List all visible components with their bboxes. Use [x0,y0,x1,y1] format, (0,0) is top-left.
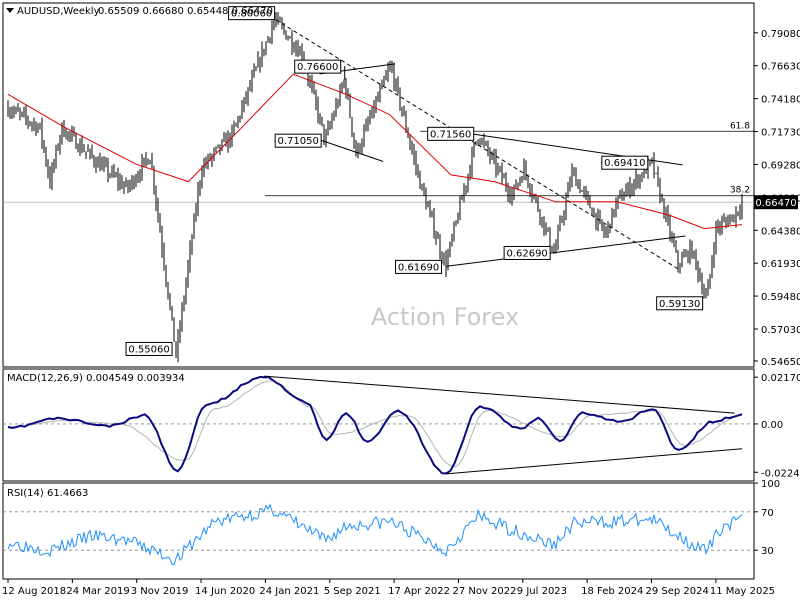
price-label: 0.61690 [398,262,439,273]
x-tick-label: 14 Jun 2020 [195,586,255,597]
price-tick-label: 0.59480 [761,292,800,303]
x-tick-label: 3 Nov 2019 [131,586,189,597]
price-label: 0.71050 [277,136,318,147]
price-label-box [656,296,704,311]
fib-level-label: 38.2 [730,186,750,196]
x-tick-label: 9 Jul 2023 [517,586,567,597]
x-tick-label: 24 Mar 2019 [66,586,129,597]
macd-panel-frame [2,368,755,482]
x-tick-label: 29 Sep 2024 [646,586,709,597]
price-tick-label: 0.54650 [761,357,800,368]
price-tick-label: 0.71730 [761,128,800,139]
candles-group [7,11,743,363]
rsi-line [7,503,743,566]
current-price-label: 0.66470 [755,198,796,209]
triangle-upper-line [472,133,683,166]
price-label: 0.62690 [506,248,547,259]
chart-ohlc: 0.65509 0.66680 0.65448 0.66470 [98,6,273,17]
price-label-box [503,245,551,260]
price-tick-label: 0.76630 [761,62,800,73]
macd-tick-label: -0.022445 [761,468,800,479]
price-label: 0.76600 [297,62,338,73]
moving-average-line [7,73,743,230]
price-label: 0.80060 [231,9,272,20]
current-price-tag [754,195,798,210]
dropdown-triangle-icon [6,8,14,13]
price-tick-label: 0.57030 [761,325,800,336]
price-tick-label: 0.79080 [761,29,800,40]
price-label-box [601,155,649,170]
price-label-box [294,59,342,74]
price-tick-label: 0.69280 [761,160,800,171]
watermark: Action Forex [371,303,519,331]
x-tick-label: 18 Feb 2024 [581,586,643,597]
rsi-tick-label: 30 [761,546,774,557]
macd-upper-trendline [264,375,735,414]
x-tick-label: 27 Nov 2022 [452,586,516,597]
chart-symbol: AUDUSD,Weekly [17,6,100,17]
rsi-tick-label: 100 [761,479,780,490]
price-tick-label: 0.64380 [761,226,800,237]
macd-title: MACD(12,26,9) 0.004549 0.003934 [7,373,185,384]
fib-level-label: 61.8 [730,121,750,131]
triangle-lower-line [445,235,686,267]
price-tick-label: 0.74180 [761,95,800,106]
macd-tick-label: 0.00 [761,420,783,431]
price-label-box [427,126,475,141]
price-label-box [274,133,322,148]
price-label: 0.69410 [604,158,645,169]
main-panel-frame [2,2,755,368]
price-label-box [228,6,276,21]
rsi-panel-frame [2,482,755,580]
price-label: 0.59130 [659,299,700,310]
macd-signal-line [7,380,743,468]
x-tick-label: 17 Apr 2022 [388,586,450,597]
macd-lower-trendline [446,448,743,475]
price-label: 0.71560 [430,129,471,140]
x-tick-label: 24 Jan 2021 [259,586,319,597]
x-tick-label: 11 May 2025 [710,586,775,597]
price-tick-label: 0.61930 [761,259,800,270]
price-label-box [395,259,443,274]
x-tick-label: 5 Sep 2021 [324,586,381,597]
price-label-box [125,341,173,356]
price-label: 0.55060 [128,344,169,355]
macd-tick-label: 0.021701 [761,373,800,384]
x-tick-label: 12 Aug 2018 [2,586,66,597]
rsi-title: RSI(14) 61.4663 [7,488,88,499]
rsi-tick-label: 70 [761,508,774,519]
macd-line [7,375,743,475]
dashed-trendline [275,19,679,270]
channel-lower-line [316,138,384,162]
